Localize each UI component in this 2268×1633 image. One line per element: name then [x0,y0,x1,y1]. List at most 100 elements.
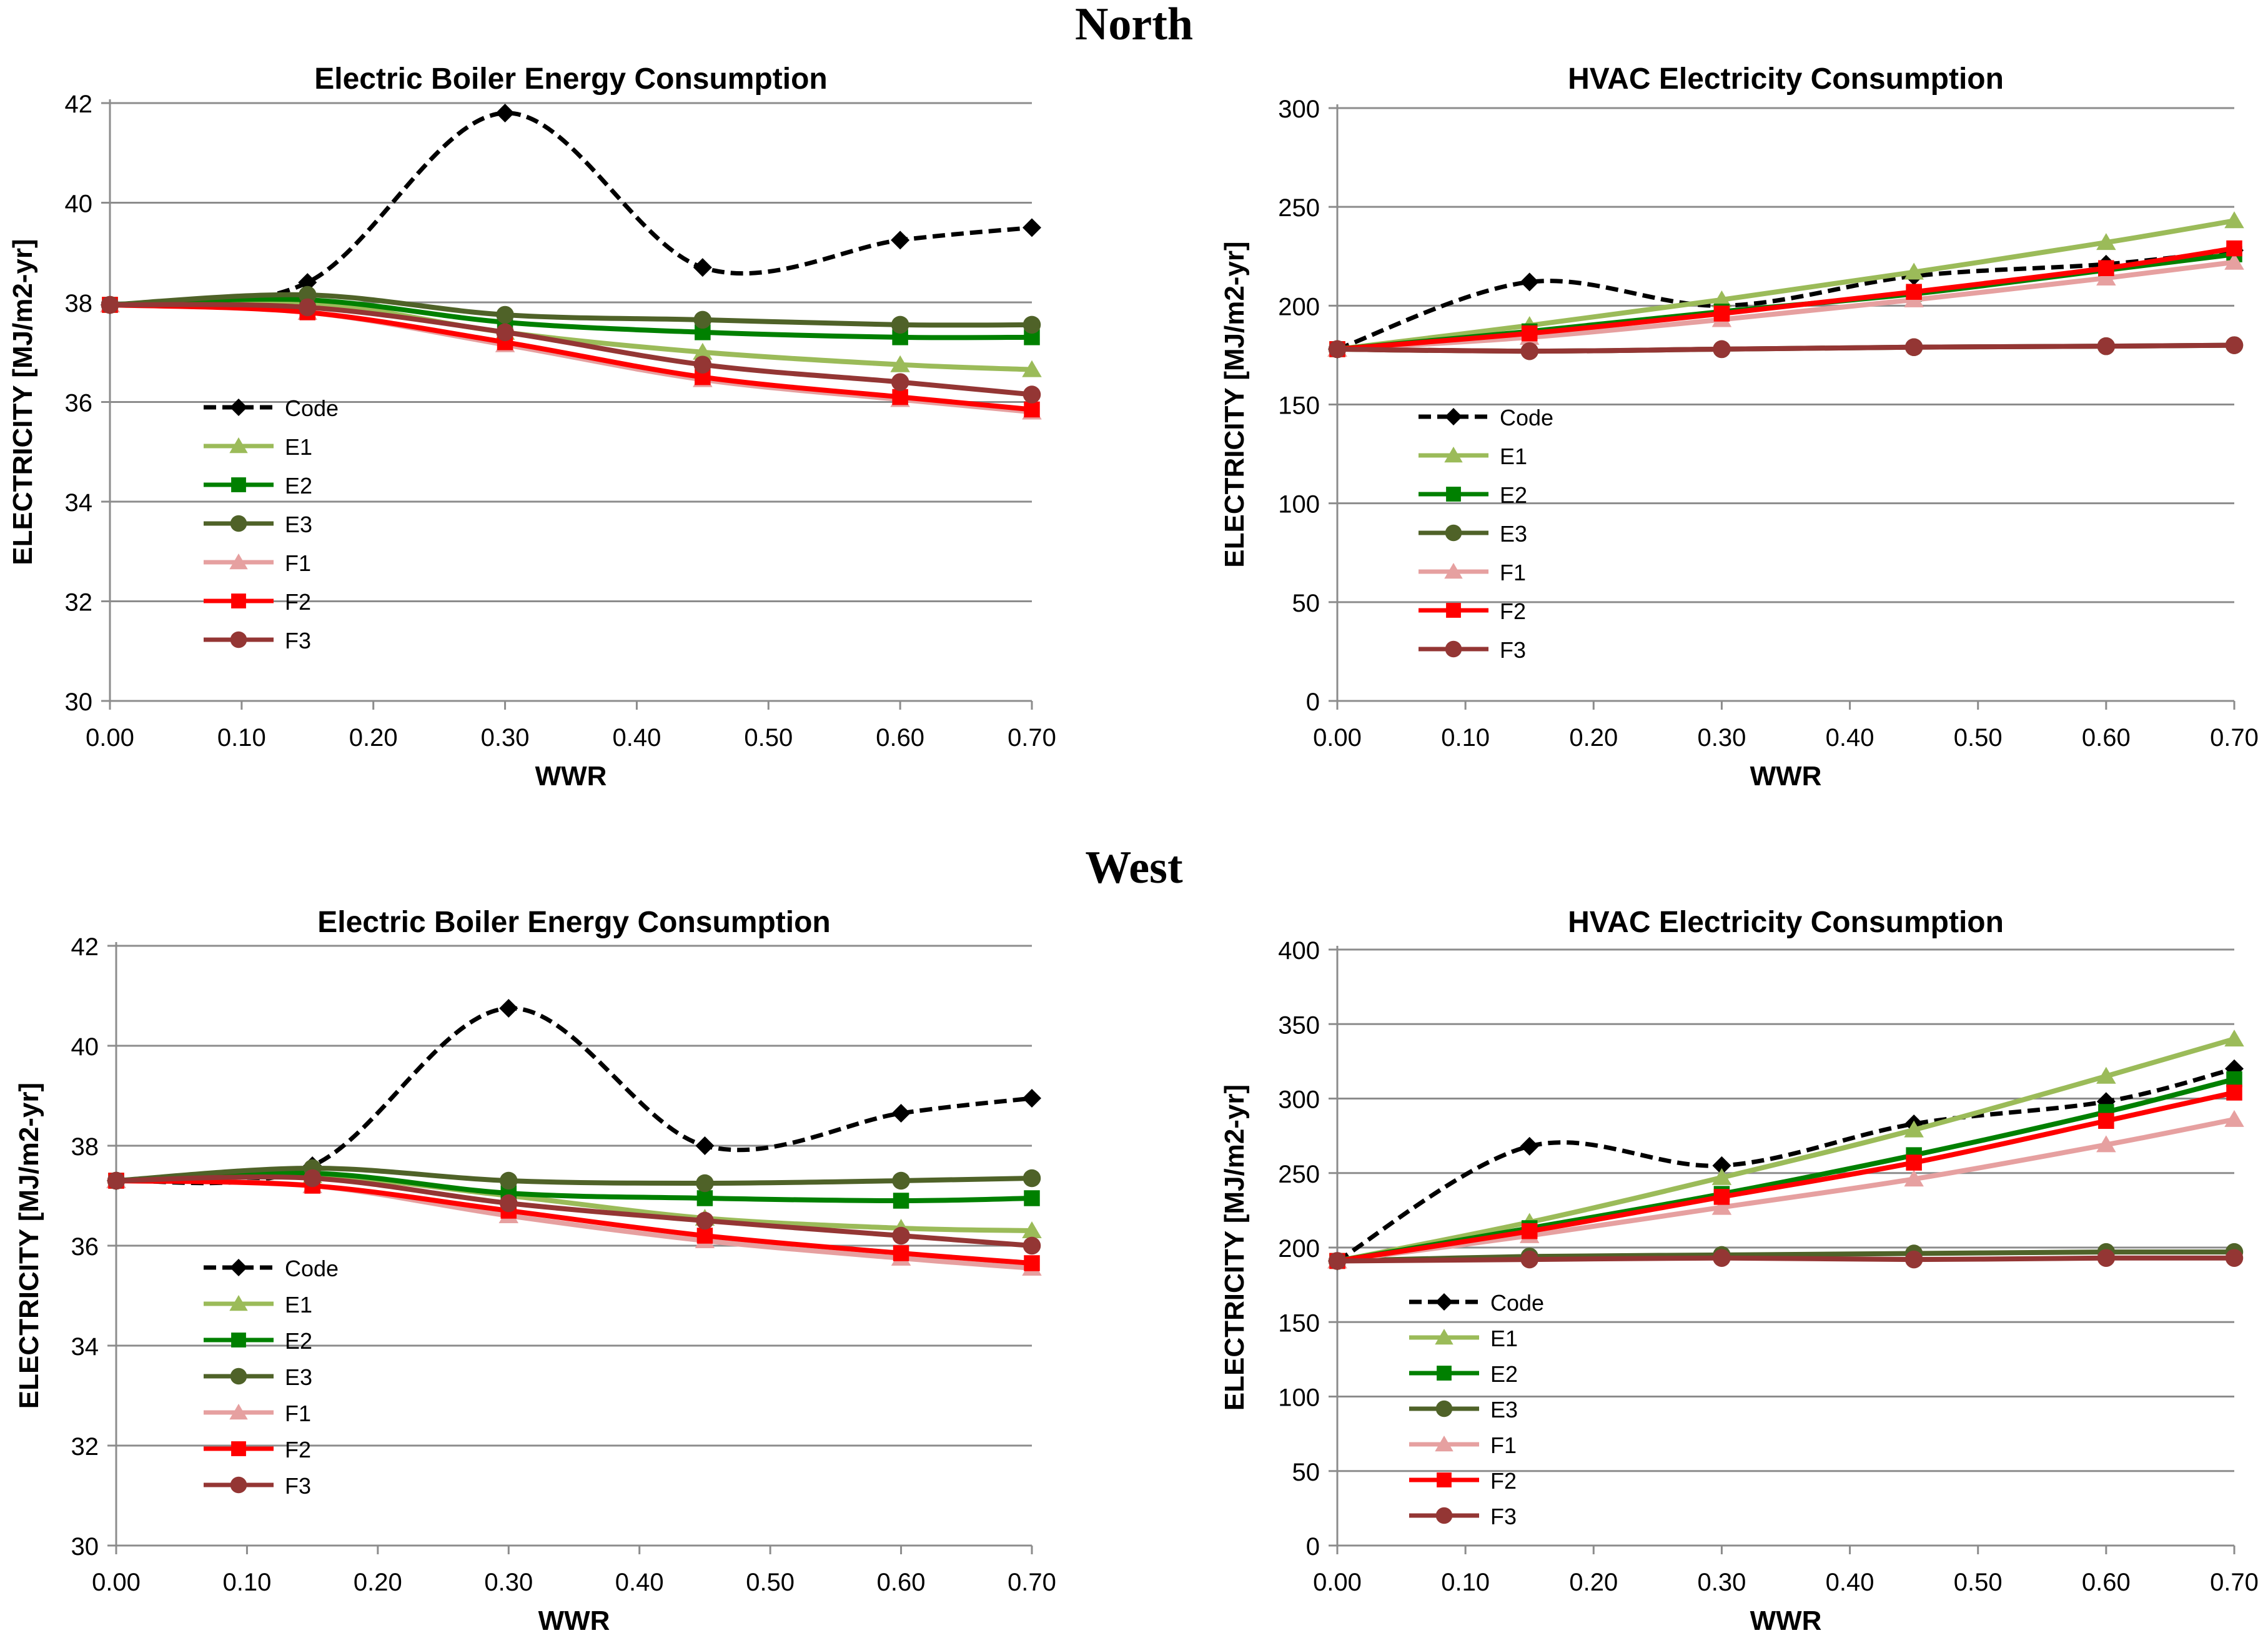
chart-title: Electric Boiler Energy Consumption [314,62,827,96]
x-tick-label: 0.50 [1954,724,2003,752]
legend-marker [1437,1366,1452,1381]
data-point [1711,1168,1732,1185]
y-tick-label: 100 [1278,1384,1320,1412]
data-point [107,1171,126,1190]
data-point [1023,1169,1041,1188]
data-point [693,258,712,277]
legend-marker [1435,1507,1453,1524]
data-point [693,342,713,360]
x-tick-label: 0.70 [2210,1569,2259,1596]
legend-item-e2: E2 [1419,482,1527,508]
data-point [890,355,910,372]
x-tick-label: 0.40 [1826,1569,1874,1596]
legend-label: F2 [285,1437,311,1462]
legend-item-f1: F1 [1419,560,1526,585]
legend-marker [229,553,248,570]
y-tick-label: 400 [1278,937,1320,965]
legend-marker [231,1441,246,1456]
data-point [1024,401,1040,418]
y-axis-label: ELECTRICITY [MJ/m2-yr] [1219,241,1250,567]
series-f3 [1328,336,2244,360]
data-point [1713,305,1730,322]
legend-item-e1: E1 [204,434,312,460]
legend-label: E2 [1500,482,1527,508]
data-point [2225,1249,2244,1267]
data-point [1904,338,1923,357]
x-tick-label: 0.70 [1008,1569,1056,1596]
legend-label: Code [1500,405,1553,430]
data-point [500,1194,518,1213]
legend-label: F2 [285,589,311,615]
data-point [891,315,909,334]
legend-marker [1445,640,1462,658]
legend-item-f2: F2 [1409,1468,1517,1494]
y-tick-label: 100 [1278,491,1320,519]
chart-3: Electric Boiler Energy Consumption 30 32 34… [14,906,1056,1633]
x-tick-label: 0.00 [1313,1569,1362,1596]
legend-marker [1437,1472,1452,1487]
series-code [107,999,1041,1190]
legend-label: F1 [1500,560,1526,585]
legend-marker [1435,1400,1453,1417]
x-tick-label: 0.40 [1826,724,1874,752]
legend-label: E2 [285,1328,312,1354]
y-tick-label: 50 [1292,590,1320,617]
y-tick-label: 250 [1278,194,1320,222]
x-tick-label: 0.60 [876,724,924,752]
data-point [496,323,514,342]
y-tick-label: 350 [1278,1011,1320,1039]
series-f2 [1329,1085,2242,1269]
legend-label: F3 [1490,1504,1517,1529]
legend-item-f1: F1 [204,1401,311,1426]
series-f3 [1328,1249,2244,1270]
legend-label: E2 [285,473,312,499]
data-point [1023,1089,1041,1108]
legend-item-e2: E2 [1409,1361,1518,1387]
x-tick-label: 0.60 [2082,724,2131,752]
x-tick-label: 0.30 [1697,1569,1746,1596]
y-axis-label: ELECTRICITY [MJ/m2-yr] [1219,1085,1250,1411]
legend-label: F1 [285,1401,311,1426]
data-point [892,389,908,405]
x-tick-label: 0.50 [746,1569,795,1596]
data-point [2226,1071,2242,1088]
legend-label: F1 [285,550,311,576]
data-point [2098,260,2114,276]
legend-label: E3 [285,512,312,537]
data-point [1023,218,1041,237]
x-tick-label: 0.40 [612,724,661,752]
data-point [696,1211,714,1230]
y-tick-label: 150 [1278,392,1320,420]
legend-item-f3: F3 [1409,1504,1517,1529]
y-tick-label: 42 [71,933,99,961]
y-tick-label: 0 [1306,1533,1320,1561]
legend-marker [1435,1293,1453,1311]
data-point [2096,269,2116,286]
legend-marker [1445,408,1462,425]
legend-marker [229,1295,248,1311]
y-tick-label: 200 [1278,293,1320,320]
data-point [2097,337,2116,355]
y-tick-label: 300 [1278,1086,1320,1114]
x-axis-label: WWR [535,761,607,792]
legend-item-e1: E1 [204,1292,312,1318]
series-line [1336,248,2235,352]
x-tick-label: 0.70 [2210,724,2259,752]
data-point [1023,1236,1041,1255]
legend-item-e3: E3 [204,512,312,537]
x-tick-label: 0.00 [86,724,134,752]
legend-label: E2 [1490,1361,1518,1387]
data-point [892,1226,910,1245]
legend-marker [229,1404,248,1420]
data-point [1712,1156,1731,1175]
data-point [1904,1120,1924,1138]
data-point [2224,1109,2244,1127]
section-title-west: West [1085,842,1183,893]
x-tick-label: 0.30 [481,724,530,752]
series-line [116,1006,1032,1186]
data-point [696,1174,714,1193]
data-point [893,1245,909,1261]
series-f3 [101,295,1041,404]
x-tick-label: 0.10 [1441,1569,1490,1596]
